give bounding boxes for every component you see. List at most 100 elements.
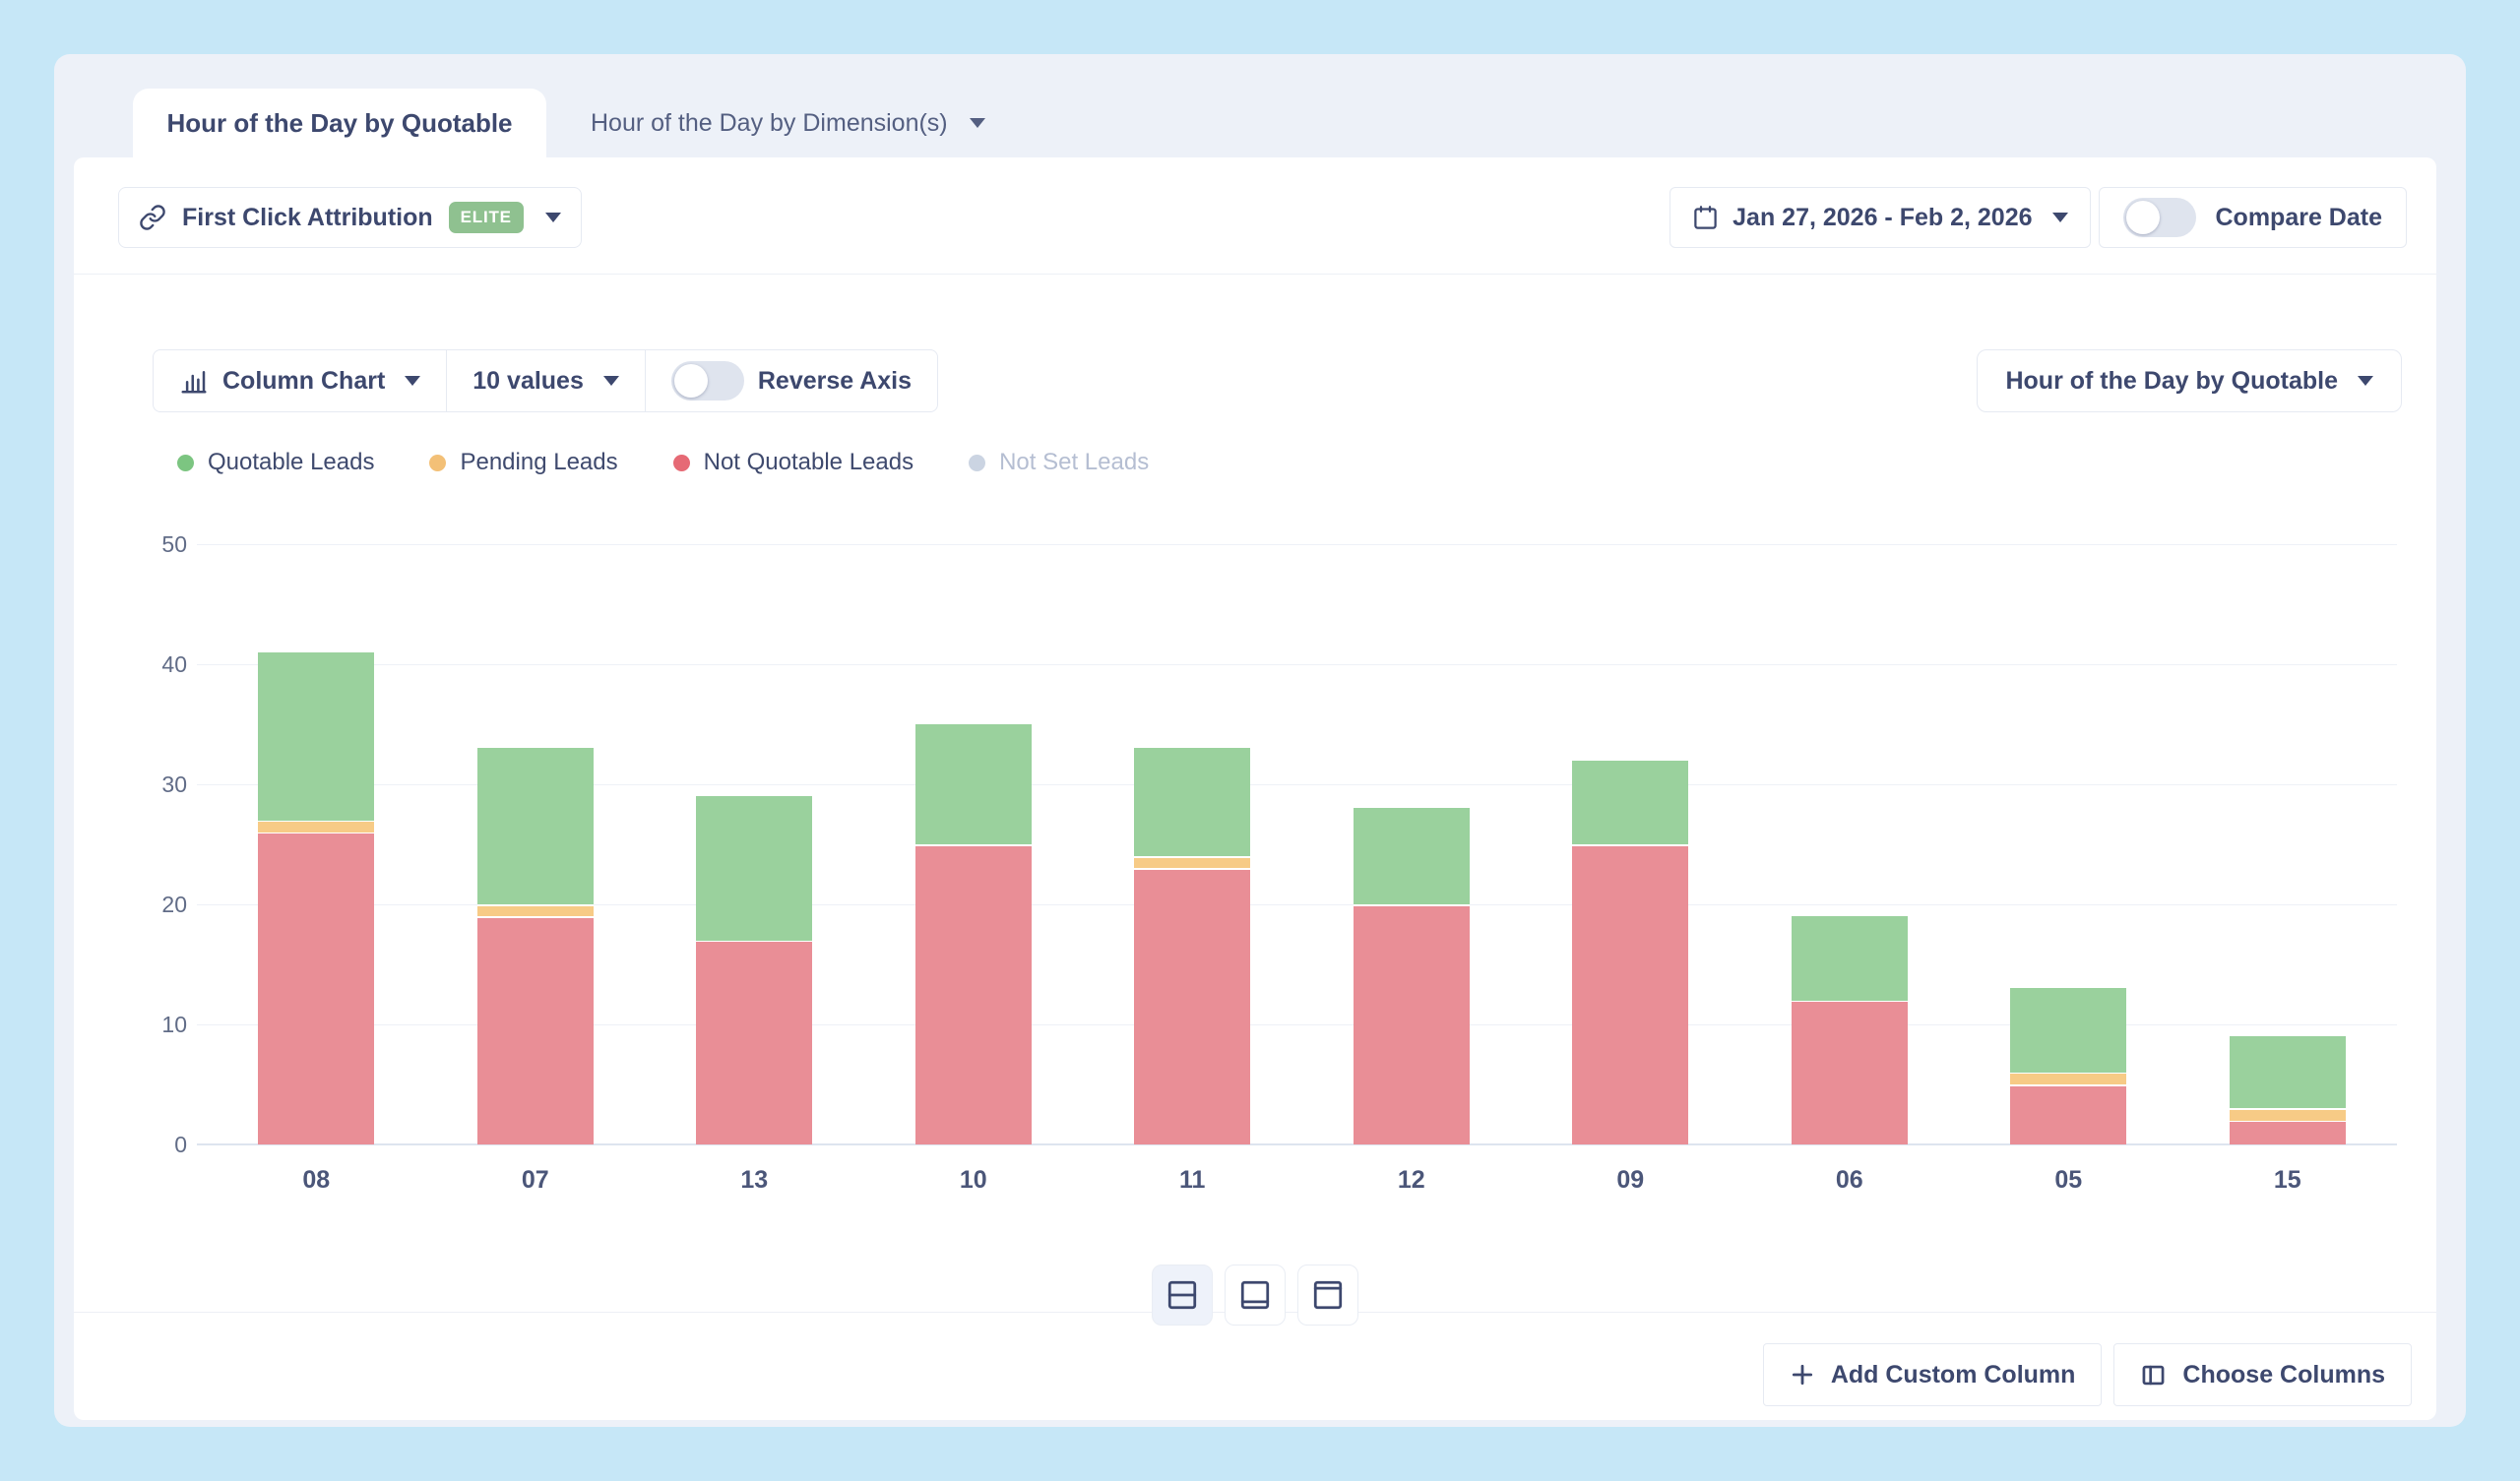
plus-icon	[1790, 1362, 1815, 1388]
x-axis-category-label: 05	[2054, 1166, 2083, 1194]
chart-controls-group: Column Chart 10 values Reverse Axis	[153, 349, 939, 412]
gridline	[197, 544, 2397, 545]
legend-item[interactable]: Not Quotable Leads	[672, 449, 914, 476]
tab-hour-by-quotable[interactable]: Hour of the Day by Quotable	[133, 89, 546, 157]
y-axis-tick-label: 0	[174, 1132, 187, 1157]
bar-segment-separator	[1353, 902, 1470, 906]
bar-segment-09-quotable-leads[interactable]	[1572, 760, 1689, 844]
gridline	[197, 784, 2397, 785]
x-axis-category-label: 09	[1616, 1166, 1645, 1194]
bar-segment-15-not-quotable-leads[interactable]	[2229, 1120, 2346, 1144]
bar-segment-06-quotable-leads[interactable]	[1791, 916, 1908, 1001]
bar-segment-07-pending-leads[interactable]	[476, 904, 594, 917]
tab-label: Hour of the Day by Dimension(s)	[591, 108, 948, 137]
bar-segment-11-quotable-leads[interactable]	[1134, 748, 1251, 857]
x-axis-category-label: 13	[740, 1166, 769, 1194]
footer-actions: Add Custom Column Choose Columns	[1762, 1343, 2412, 1406]
bar-segment-separator	[2229, 1119, 2346, 1123]
bar-segment-06-not-quotable-leads[interactable]	[1791, 1000, 1908, 1144]
bar-segment-09-not-quotable-leads[interactable]	[1572, 844, 1689, 1144]
chevron-down-icon	[602, 376, 619, 386]
bar-segment-13-quotable-leads[interactable]	[696, 796, 813, 941]
bar-segment-15-pending-leads[interactable]	[2229, 1108, 2346, 1121]
bar-segment-separator	[2229, 1106, 2346, 1110]
values-count-dropdown[interactable]: 10 values	[446, 350, 645, 411]
gridline	[197, 664, 2397, 665]
legend-label: Quotable Leads	[208, 449, 375, 475]
chart-legend: Quotable Leads Pending Leads Not Quotable …	[177, 449, 1149, 476]
bar-segment-11-not-quotable-leads[interactable]	[1134, 868, 1251, 1144]
legend-label: Pending Leads	[460, 449, 618, 475]
x-axis-category-label: 11	[1179, 1166, 1206, 1194]
bar-segment-05-quotable-leads[interactable]	[2010, 988, 2127, 1073]
legend-dot-icon	[429, 454, 447, 471]
compare-date-toggle[interactable]	[2122, 198, 2196, 237]
x-axis-line	[197, 1143, 2397, 1145]
date-range-label: Jan 27, 2026 - Feb 2, 2026	[1732, 203, 2033, 231]
legend-dot-icon	[969, 454, 986, 471]
bar-segment-15-quotable-leads[interactable]	[2229, 1036, 2346, 1109]
bar-segment-12-not-quotable-leads[interactable]	[1353, 904, 1470, 1144]
choose-columns-label: Choose Columns	[2182, 1360, 2385, 1388]
bar-segment-05-pending-leads[interactable]	[2010, 1072, 2127, 1084]
y-axis-tick-label: 40	[161, 651, 187, 677]
add-custom-column-button[interactable]: Add Custom Column	[1762, 1343, 2103, 1406]
y-axis-tick-label: 10	[161, 1012, 187, 1037]
chart-plot: 50 40 30 20 10 0 08 07 13 10 11 12 09 06 05 15	[161, 531, 2397, 1194]
panel-top-icon	[1313, 1280, 1343, 1310]
bar-segment-separator	[696, 939, 813, 943]
columns-icon	[2140, 1362, 2167, 1388]
bar-segment-11-pending-leads[interactable]	[1134, 856, 1251, 869]
bar-segment-07-quotable-leads[interactable]	[476, 748, 594, 904]
y-axis-tick-label: 20	[161, 892, 187, 917]
panel-bottom-icon	[1240, 1280, 1270, 1310]
reverse-axis-toggle[interactable]	[670, 361, 744, 401]
bar-segment-separator	[476, 902, 594, 906]
legend-item[interactable]: Quotable Leads	[177, 449, 374, 476]
elite-badge: ELITE	[448, 202, 524, 233]
layout-button-panel-bottom[interactable]	[1225, 1265, 1286, 1326]
x-axis-category-label: 10	[959, 1166, 987, 1194]
bar-segment-10-not-quotable-leads[interactable]	[914, 844, 1032, 1144]
chevron-down-icon	[2051, 213, 2068, 222]
bar-segment-separator	[2010, 1071, 2127, 1075]
choose-columns-button[interactable]: Choose Columns	[2113, 1343, 2412, 1406]
bar-segment-08-not-quotable-leads[interactable]	[258, 832, 375, 1144]
bar-segment-separator	[2010, 1082, 2127, 1086]
x-axis-category-label: 15	[2273, 1166, 2301, 1194]
chevron-down-icon	[544, 213, 561, 222]
add-custom-column-label: Add Custom Column	[1830, 1360, 2076, 1388]
bar-segment-08-quotable-leads[interactable]	[258, 651, 375, 821]
tab-bar: Hour of the Day by Quotable Hour of the …	[133, 89, 1030, 157]
legend-label: Not Set Leads	[999, 449, 1150, 475]
chart-type-dropdown[interactable]: Column Chart	[154, 350, 446, 411]
dimension-selector-dropdown[interactable]: Hour of the Day by Quotable	[1977, 349, 2402, 412]
compare-date-control: Compare Date	[2098, 187, 2407, 248]
bar-segment-13-not-quotable-leads[interactable]	[696, 940, 813, 1144]
gridline	[197, 904, 2397, 905]
bar-segment-separator	[1791, 999, 1908, 1003]
attribution-dropdown-button[interactable]: First Click Attribution ELITE	[118, 187, 582, 248]
layout-button-panel-top[interactable]	[1297, 1265, 1358, 1326]
bar-segment-12-quotable-leads[interactable]	[1353, 808, 1470, 904]
bar-segment-10-quotable-leads[interactable]	[914, 724, 1032, 844]
chevron-down-icon	[405, 376, 421, 386]
legend-item[interactable]: Not Set Leads	[969, 449, 1149, 476]
bar-segment-separator	[258, 831, 375, 834]
chevron-down-icon	[2358, 376, 2373, 386]
legend-item[interactable]: Pending Leads	[429, 449, 618, 476]
x-axis-category-label: 07	[521, 1166, 549, 1194]
header-divider	[74, 274, 2436, 275]
legend-dot-icon	[177, 454, 194, 471]
report-panel: Hour of the Day by Quotable Hour of the …	[54, 54, 2466, 1427]
y-axis-tick-label: 30	[161, 771, 187, 797]
tab-hour-by-dimensions[interactable]: Hour of the Day by Dimension(s)	[546, 89, 1030, 157]
date-range-button[interactable]: Jan 27, 2026 - Feb 2, 2026	[1670, 187, 2091, 248]
bar-segment-05-not-quotable-leads[interactable]	[2010, 1084, 2127, 1144]
reverse-axis-label: Reverse Axis	[757, 366, 913, 395]
bar-segment-08-pending-leads[interactable]	[258, 820, 375, 833]
layout-button-split-horizontal[interactable]	[1152, 1265, 1213, 1326]
bar-segment-07-not-quotable-leads[interactable]	[476, 916, 594, 1144]
x-axis-category-label: 08	[302, 1166, 331, 1194]
bar-segment-separator	[258, 819, 375, 823]
